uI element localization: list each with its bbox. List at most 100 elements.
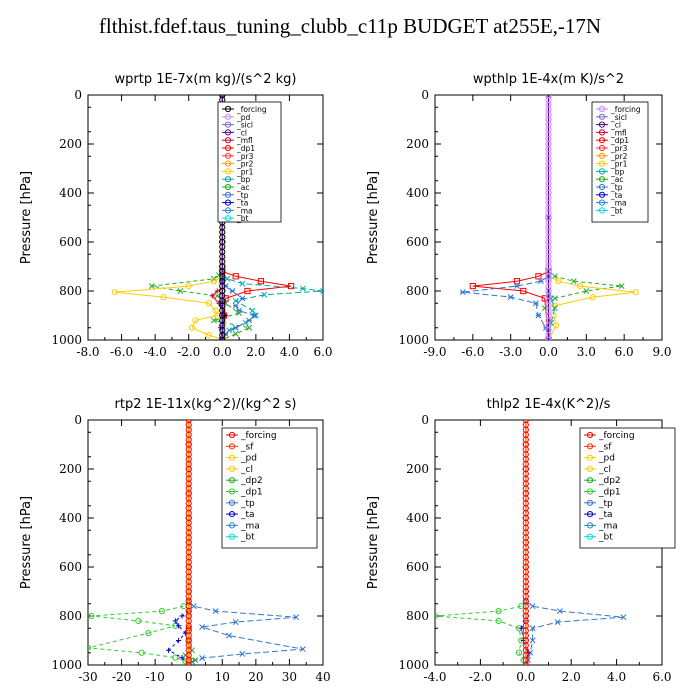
series-line-dp1 xyxy=(472,270,549,340)
legend: _forcing_sf _pd_cl_dp2 _dp1_tp_ta_ma _bt xyxy=(221,427,318,549)
series-line-tp xyxy=(188,600,303,665)
data-point-pr1 xyxy=(205,332,212,339)
legend-marker xyxy=(586,431,594,439)
data-point-tp xyxy=(554,619,561,626)
x-tick-label: -20 xyxy=(112,670,131,684)
y-tick-label: 400 xyxy=(59,511,82,525)
y-tick-label: 0 xyxy=(421,88,429,102)
legend-label: _dp1 xyxy=(598,488,621,498)
x-tick-label: 4.0 xyxy=(280,345,299,359)
legend-label: _ma xyxy=(610,199,627,208)
legend-marker xyxy=(598,129,606,136)
data-point-ac xyxy=(236,310,243,317)
legend-marker xyxy=(598,207,606,214)
data-point-pr1 xyxy=(589,294,596,301)
legend-marker xyxy=(224,137,232,144)
legend-label: _pr1 xyxy=(610,160,628,169)
plot-frame xyxy=(87,94,324,341)
legend-marker xyxy=(224,152,232,159)
legend-label: _ac xyxy=(610,175,623,184)
legend-label: _forcing xyxy=(236,105,267,114)
main-title: flthist.fdef.taus_tuning_clubb_c11p BUDG… xyxy=(98,14,602,38)
data-point-dp1 xyxy=(135,617,142,625)
data-point-tp xyxy=(239,295,246,302)
legend-label: _sf xyxy=(598,442,612,452)
data-point-bp xyxy=(232,297,239,304)
data-point-pr1 xyxy=(205,300,212,307)
y-tick-label: 800 xyxy=(59,284,82,298)
data-point-tp xyxy=(537,278,544,285)
data-point-pr1 xyxy=(576,283,584,290)
legend-label: _ac xyxy=(236,183,249,192)
data-point-ta xyxy=(165,647,172,653)
legend-label: _cl xyxy=(610,121,621,130)
legend-label: _forcing xyxy=(610,105,641,114)
legend-marker xyxy=(586,443,594,450)
legend-label: _bp xyxy=(236,175,251,184)
legend-label: _bt xyxy=(240,533,255,543)
series-group xyxy=(88,420,306,665)
legend-marker xyxy=(228,465,236,472)
x-tick-label: -4.0 xyxy=(423,670,446,684)
data-point-dp1 xyxy=(495,608,502,615)
y-tick-label: 600 xyxy=(406,560,429,574)
data-point-tp xyxy=(239,651,246,657)
forcing-marker xyxy=(545,336,552,340)
legend-marker xyxy=(586,533,594,540)
series-group xyxy=(459,95,639,340)
legend-marker xyxy=(224,183,232,191)
data-point-bp xyxy=(548,319,554,326)
data-point-tp xyxy=(529,625,536,632)
x-tick-label: -30 xyxy=(78,670,97,684)
x-tick-label: 6.0 xyxy=(652,670,671,684)
x-tick-label: 2.0 xyxy=(562,670,581,684)
legend-marker xyxy=(586,477,594,484)
panel-title: rtp2 1E-11x(kg^2)/(kg^2 s) xyxy=(115,397,297,412)
data-point-dp1 xyxy=(172,654,179,661)
legend-label: _bp xyxy=(610,167,625,176)
legend-label: _mfl xyxy=(610,128,627,137)
legend: _forcing_sicl_cl_mfl_dp1_pr3_pr2_pr1_bp_… xyxy=(591,101,649,223)
legend-label: _sicl xyxy=(236,121,253,130)
legend-marker xyxy=(224,207,232,214)
x-tick-label: 10 xyxy=(215,670,230,684)
y-tick-label: 800 xyxy=(406,609,429,623)
chart-panel-1: wprtp 1E-7x(m kg)/(s^2 kg) Pressure [hPa]… xyxy=(19,72,333,359)
y-tick-label: 0 xyxy=(74,88,82,102)
data-point-tp xyxy=(236,307,243,314)
data-point-ac xyxy=(570,278,577,285)
data-point-tp xyxy=(535,312,542,319)
data-point-mfl xyxy=(209,293,215,299)
legend-marker xyxy=(598,144,606,152)
legend-marker xyxy=(224,168,232,175)
data-point-tp xyxy=(529,603,536,610)
y-tick-label: 800 xyxy=(406,284,429,298)
legend-marker xyxy=(598,160,606,167)
series-line-dp1 xyxy=(88,600,190,665)
legend-marker xyxy=(224,105,232,113)
legend-marker xyxy=(586,522,594,529)
x-tick-label: 9.0 xyxy=(652,345,671,359)
legend-label: _cl xyxy=(236,128,247,137)
legend-label: _dp2 xyxy=(598,476,621,486)
data-point-ac xyxy=(210,317,217,324)
legend-label: _bt xyxy=(610,206,623,215)
legend-marker xyxy=(598,152,606,159)
legend-marker xyxy=(598,183,606,191)
data-point-mfl xyxy=(214,288,220,294)
y-tick-label: 1000 xyxy=(398,333,429,347)
legend-marker xyxy=(586,488,594,495)
x-tick-label: 0 xyxy=(185,670,193,684)
x-tick-label: -10 xyxy=(145,670,164,684)
x-tick-label: -3.0 xyxy=(499,345,522,359)
data-point-tp xyxy=(232,302,239,309)
y-tick-label: 600 xyxy=(406,235,429,249)
x-tick-label: 0.0 xyxy=(213,345,232,359)
data-point-tp xyxy=(212,608,219,615)
data-point-ta xyxy=(176,623,182,629)
data-point-dp1 xyxy=(257,278,264,285)
legend-marker xyxy=(586,465,594,472)
x-tick-label: 3.0 xyxy=(577,345,596,359)
data-point-tp xyxy=(620,614,627,621)
data-point-dp1 xyxy=(469,283,476,290)
